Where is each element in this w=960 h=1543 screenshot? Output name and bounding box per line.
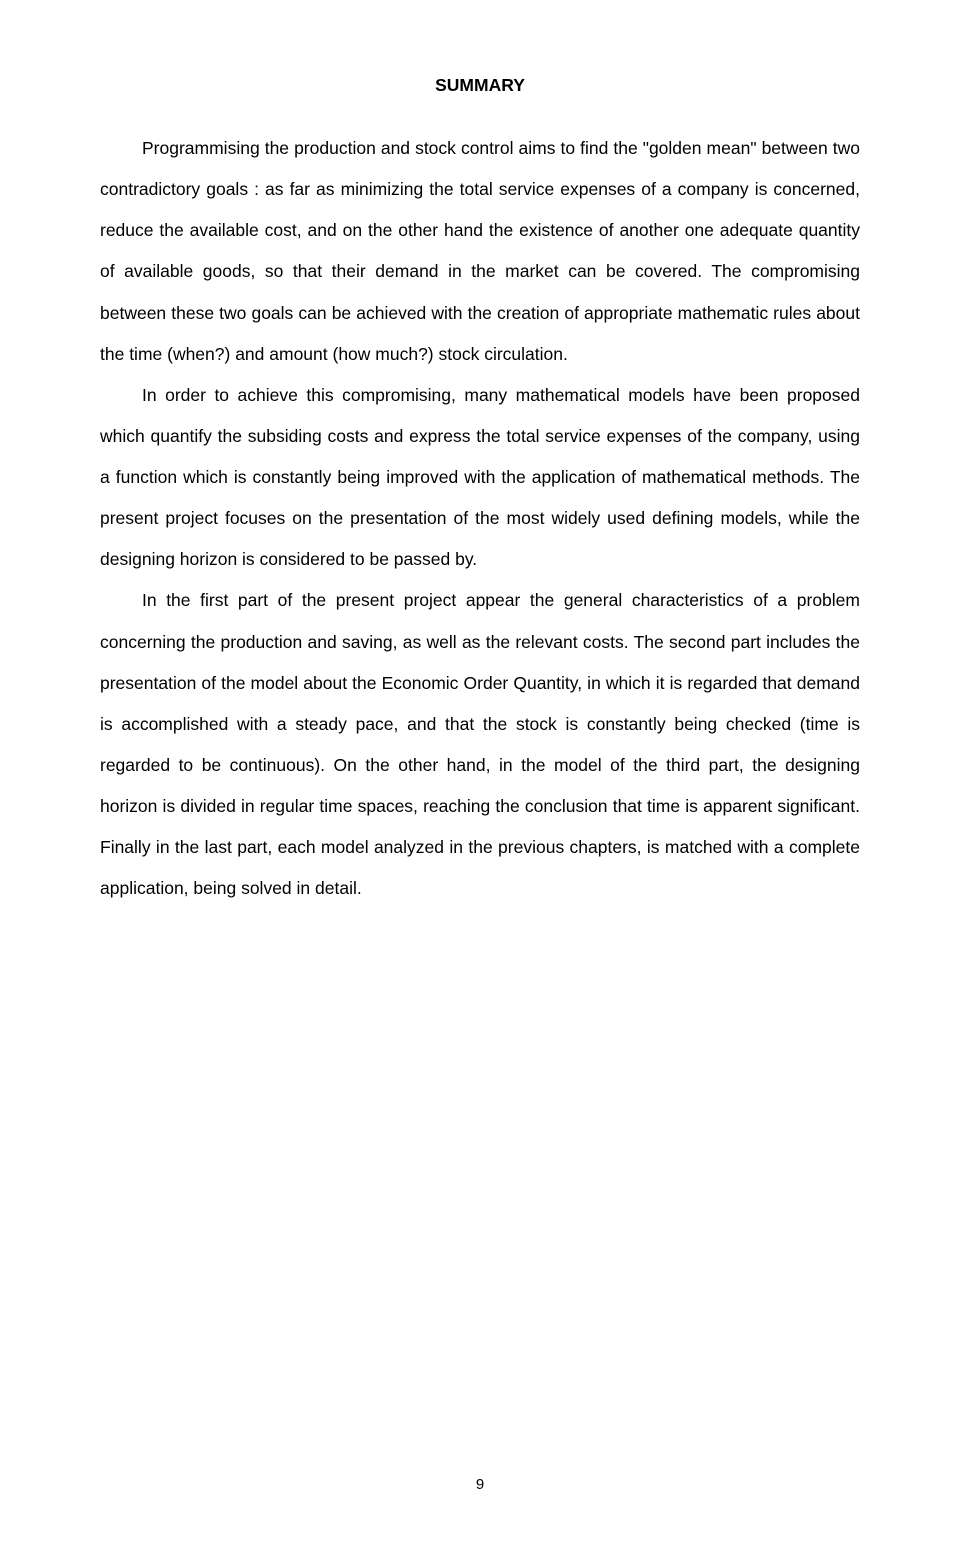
summary-title: SUMMARY <box>100 75 860 96</box>
page-number: 9 <box>0 1476 960 1493</box>
paragraph-3: In the first part of the present project… <box>100 580 860 909</box>
paragraph-1: Programmising the production and stock c… <box>100 128 860 375</box>
paragraph-2: In order to achieve this compromising, m… <box>100 375 860 581</box>
